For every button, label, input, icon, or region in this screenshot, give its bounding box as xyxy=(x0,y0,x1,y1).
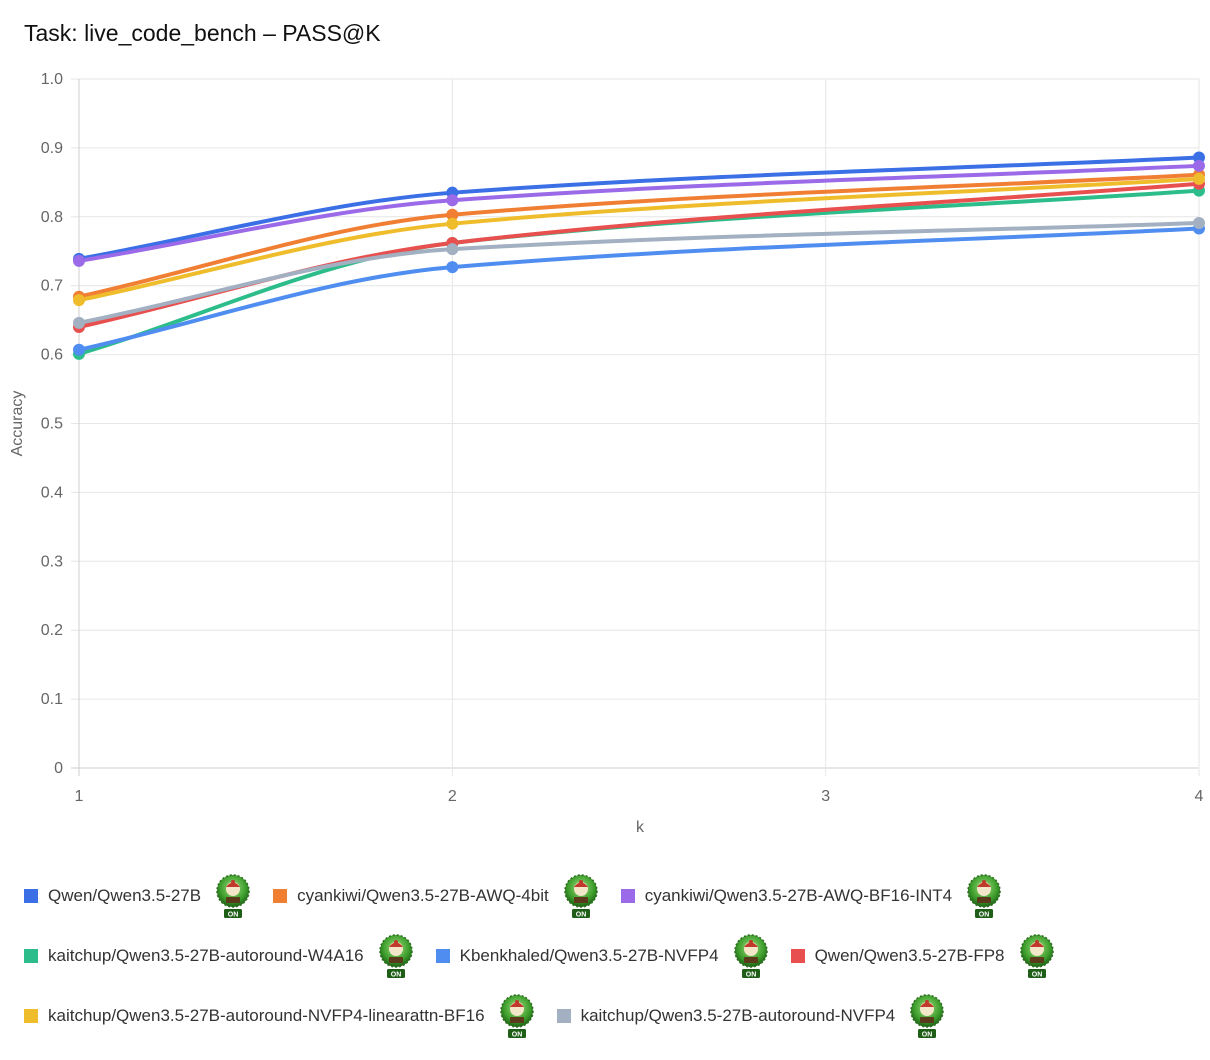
legend-swatch xyxy=(620,889,635,903)
series-line xyxy=(77,188,1201,356)
data-point xyxy=(446,243,459,256)
data-point xyxy=(73,254,85,267)
badge-text: ON xyxy=(1031,972,1042,979)
legend-label: kaitchup/Qwen3.5-27B-autoround-NVFP4 xyxy=(580,1006,896,1025)
legend-label: kaitchup/Qwen3.5-27B-autoround-W4A16 xyxy=(48,946,364,965)
y-tick-label: 0.6 xyxy=(41,347,63,364)
legend-row: kaitchup/Qwen3.5-27B-autoround-W4A16 ON Kb… xyxy=(24,926,1194,986)
y-axis-label: Accuracy xyxy=(9,391,26,457)
series-line xyxy=(77,155,1201,261)
x-axis-label: k xyxy=(636,819,645,836)
y-tick-label: 0 xyxy=(54,760,63,777)
badge-text: ON xyxy=(575,912,586,919)
on-badge-icon: ON xyxy=(499,993,535,1039)
series-line xyxy=(77,226,1201,352)
legend-row: Qwen/Qwen3.5-27B ON cyankiwi/Qwen3.5-27B-A… xyxy=(24,866,1194,926)
y-tick-label: 0.4 xyxy=(41,484,63,501)
legend-swatch xyxy=(435,949,450,963)
legend-swatch xyxy=(24,889,38,903)
x-tick-label: 3 xyxy=(821,788,830,805)
y-tick-label: 1.0 xyxy=(41,71,63,88)
data-point xyxy=(73,343,85,356)
on-badge-icon: ON xyxy=(563,873,599,919)
x-tick-label: 4 xyxy=(1195,788,1204,805)
y-tick-label: 0.3 xyxy=(41,553,63,570)
legend-label: cyankiwi/Qwen3.5-27B-AWQ-BF16-INT4 xyxy=(644,886,953,905)
legend-label: Qwen/Qwen3.5-27B xyxy=(48,886,202,905)
data-point xyxy=(1193,159,1205,172)
series-line xyxy=(77,176,1201,303)
legend-item[interactable]: cyankiwi/Qwen3.5-27B-AWQ-4bit ON xyxy=(273,873,599,919)
y-tick-label: 0.1 xyxy=(41,691,63,708)
legend-row: kaitchup/Qwen3.5-27B-autoround-NVFP4-lin… xyxy=(24,986,1194,1046)
data-point xyxy=(446,217,459,230)
legend-item[interactable]: kaitchup/Qwen3.5-27B-autoround-NVFP4 ON xyxy=(556,993,946,1039)
legend-item[interactable]: kaitchup/Qwen3.5-27B-autoround-NVFP4-lin… xyxy=(24,993,535,1039)
legend-swatch xyxy=(24,949,38,963)
legend-item[interactable]: cyankiwi/Qwen3.5-27B-AWQ-BF16-INT4 ON xyxy=(620,873,1002,919)
data-point xyxy=(1193,151,1205,164)
badge-text: ON xyxy=(228,912,239,919)
legend-label: cyankiwi/Qwen3.5-27B-AWQ-4bit xyxy=(297,886,549,905)
data-point xyxy=(446,194,459,207)
legend-label: Qwen/Qwen3.5-27B-FP8 xyxy=(814,946,1005,965)
badge-text: ON xyxy=(745,972,756,979)
chart-title: Task: live_code_bench – PASS@K xyxy=(24,20,381,46)
data-point xyxy=(73,294,85,307)
data-point xyxy=(446,208,459,221)
data-point xyxy=(1193,217,1205,230)
series-line xyxy=(77,221,1201,325)
legend-label: Kbenkhaled/Qwen3.5-27B-NVFP4 xyxy=(459,946,719,965)
badge-text: ON xyxy=(390,972,401,979)
legend-label: kaitchup/Qwen3.5-27B-autoround-NVFP4-lin… xyxy=(48,1006,485,1025)
data-point xyxy=(73,316,85,329)
data-point xyxy=(446,261,459,274)
series-line xyxy=(77,163,1201,263)
line-chart: 0 0.1 0.2 0.3 0.4 0.5 0.6 0.7 0.8 0.9 1.0 1 2 3 4 k Accu… xyxy=(9,71,1205,836)
x-tick-label: 1 xyxy=(75,788,84,805)
data-point xyxy=(1193,172,1205,185)
y-tick-label: 0.7 xyxy=(41,278,63,295)
legend-swatch xyxy=(556,1009,571,1023)
on-badge-icon: ON xyxy=(966,873,1002,919)
legend-item[interactable]: kaitchup/Qwen3.5-27B-autoround-W4A16 ON xyxy=(24,933,414,979)
legend-swatch xyxy=(273,889,288,903)
on-badge-icon: ON xyxy=(215,873,251,919)
y-tick-label: 0.2 xyxy=(41,622,63,639)
badge-text: ON xyxy=(922,1032,933,1039)
on-badge-icon: ON xyxy=(1019,933,1055,979)
on-badge-icon: ON xyxy=(909,993,945,1039)
series-line xyxy=(77,172,1201,299)
on-badge-icon: ON xyxy=(733,933,769,979)
legend-swatch xyxy=(790,949,805,963)
chart-legend: Qwen/Qwen3.5-27B ON cyankiwi/Qwen3.5-27B-A… xyxy=(24,866,1194,1046)
legend-swatch xyxy=(24,1009,38,1023)
y-tick-label: 0.5 xyxy=(41,416,63,433)
badge-text: ON xyxy=(511,1032,522,1039)
y-tick-label: 0.8 xyxy=(41,209,63,226)
badge-text: ON xyxy=(979,912,990,919)
legend-item[interactable]: Qwen/Qwen3.5-27B ON xyxy=(24,873,251,919)
y-tick-label: 0.9 xyxy=(41,140,63,157)
x-tick-label: 2 xyxy=(448,788,457,805)
on-badge-icon: ON xyxy=(378,933,414,979)
legend-item[interactable]: Kbenkhaled/Qwen3.5-27B-NVFP4 ON xyxy=(435,933,769,979)
legend-item[interactable]: Qwen/Qwen3.5-27B-FP8 ON xyxy=(790,933,1055,979)
